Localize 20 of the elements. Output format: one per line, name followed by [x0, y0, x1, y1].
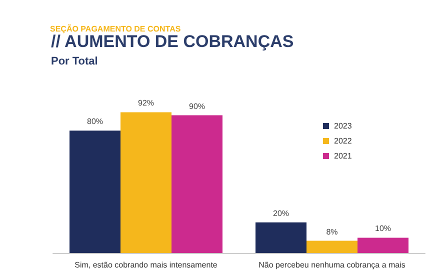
data-label: 90% [188, 102, 206, 111]
chart-subtitle: Por Total [51, 56, 98, 68]
bar [70, 130, 120, 253]
bar [358, 238, 408, 253]
legend-label: 2022 [334, 136, 352, 146]
bar [256, 222, 306, 253]
bar [120, 112, 172, 253]
x-tick-label: Não percebeu nenhuma cobrança a mais [258, 260, 406, 270]
data-label: 80% [86, 117, 104, 126]
bar [306, 240, 358, 253]
chart-title: // AUMENTO DE COBRANÇAS [51, 32, 294, 51]
x-tick-label: Sim, estão cobrando mais intensamente [74, 260, 218, 270]
data-label: 92% [138, 98, 154, 108]
data-label: 20% [272, 208, 290, 218]
data-label: 8% [326, 227, 338, 236]
data-label: 10% [374, 224, 392, 234]
bar [172, 115, 222, 253]
text: SEÇÃO PAGAMENTO DE CONTAS [50, 24, 182, 34]
legend-label: 2023 [334, 122, 352, 130]
legend-label: 2021 [334, 152, 352, 160]
